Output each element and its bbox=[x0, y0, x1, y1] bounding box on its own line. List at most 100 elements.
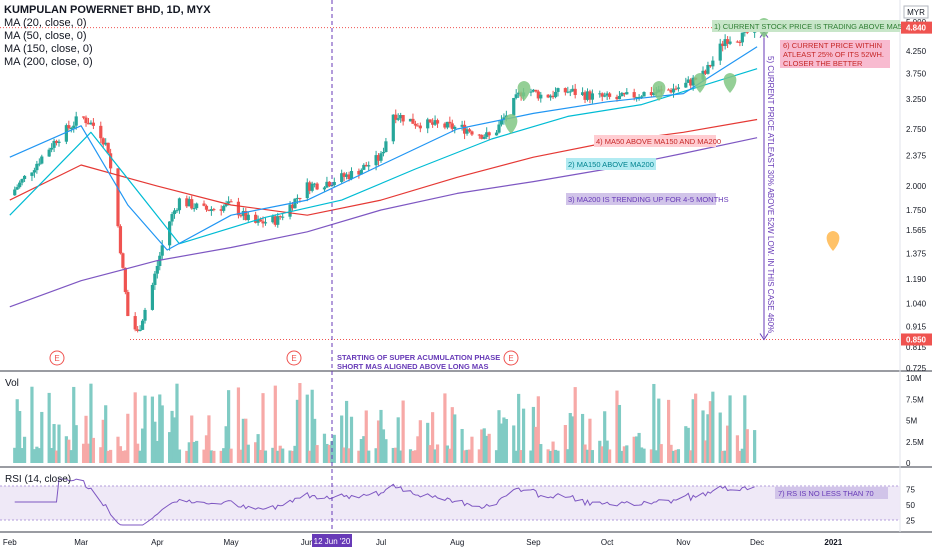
candle bbox=[158, 255, 162, 267]
volume-tick-label: 5M bbox=[906, 417, 917, 426]
volume-bar bbox=[298, 383, 302, 463]
candle bbox=[143, 309, 147, 321]
candle bbox=[684, 82, 688, 88]
volume-bar bbox=[465, 449, 469, 463]
price-tick-label: 3.750 bbox=[906, 69, 927, 78]
candle bbox=[603, 95, 607, 97]
legend-ma150[interactable]: MA (150, close, 0) bbox=[4, 43, 93, 55]
volume-bar bbox=[202, 449, 206, 463]
candle bbox=[322, 187, 327, 190]
candle bbox=[396, 118, 400, 120]
candle bbox=[54, 140, 59, 143]
volume-bar bbox=[657, 398, 661, 463]
candle bbox=[671, 88, 676, 93]
candle bbox=[239, 215, 243, 217]
volume-bar bbox=[512, 425, 516, 463]
candle bbox=[494, 132, 499, 136]
candle bbox=[310, 183, 314, 191]
legend-ma50[interactable]: MA (50, close, 0) bbox=[4, 30, 87, 42]
annotation-3-bg bbox=[566, 193, 716, 205]
volume-bar bbox=[116, 436, 120, 463]
low-price-label: 0.850 bbox=[906, 335, 927, 344]
volume-bar bbox=[185, 450, 189, 463]
volume-bar bbox=[608, 449, 612, 463]
volume-bar bbox=[448, 448, 452, 463]
candle bbox=[47, 149, 51, 157]
rsi-pane-label[interactable]: RSI (14, close) bbox=[5, 474, 72, 485]
candle bbox=[133, 316, 137, 330]
rsi-band bbox=[0, 486, 900, 520]
candle bbox=[529, 91, 533, 93]
candle bbox=[605, 93, 609, 96]
candle bbox=[81, 116, 86, 118]
volume-bar bbox=[313, 418, 317, 463]
annotation-6-line: ATLEAST 25% OF ITS 52WH. bbox=[783, 50, 884, 59]
volume-bar bbox=[37, 448, 41, 463]
candle bbox=[546, 94, 550, 98]
candle bbox=[64, 125, 68, 142]
candle bbox=[367, 165, 371, 167]
rsi-tick-label: 25 bbox=[906, 517, 915, 526]
candle bbox=[566, 91, 570, 93]
candle bbox=[585, 91, 590, 100]
volume-bar bbox=[738, 450, 742, 463]
candle bbox=[281, 216, 285, 218]
volume-tick-label: 7.5M bbox=[906, 395, 924, 404]
candle bbox=[470, 131, 474, 135]
volume-bar bbox=[349, 416, 354, 463]
volume-bar bbox=[649, 449, 653, 463]
time-tick-label: Aug bbox=[450, 538, 464, 547]
volume-bar bbox=[315, 445, 319, 463]
candle bbox=[74, 116, 78, 126]
volume-bar bbox=[462, 450, 467, 463]
volume-bar bbox=[271, 447, 275, 463]
candle bbox=[573, 88, 577, 95]
volume-bar bbox=[278, 445, 282, 463]
volume-bar bbox=[667, 399, 671, 463]
annotation-2-bg bbox=[566, 158, 656, 170]
candle bbox=[349, 170, 354, 180]
candle bbox=[433, 120, 437, 125]
candle bbox=[118, 226, 123, 254]
volume-bar bbox=[477, 449, 481, 463]
volume-bar bbox=[615, 390, 619, 463]
candle bbox=[175, 210, 179, 212]
volume-bar bbox=[204, 435, 209, 463]
volume-bar bbox=[413, 450, 418, 463]
candle bbox=[649, 92, 653, 96]
candle bbox=[69, 128, 73, 130]
candle bbox=[293, 198, 297, 209]
volume-bar bbox=[519, 450, 523, 463]
currency-label: MYR bbox=[907, 8, 925, 17]
volume-bar bbox=[364, 410, 368, 463]
volume-bar bbox=[140, 428, 145, 463]
time-tick-label: May bbox=[223, 538, 238, 547]
volume-bar bbox=[258, 449, 263, 463]
candle bbox=[244, 210, 248, 220]
candle bbox=[290, 204, 295, 209]
candle bbox=[172, 210, 177, 215]
volume-bar bbox=[239, 449, 243, 463]
volume-bar bbox=[531, 406, 536, 463]
candle bbox=[477, 134, 481, 136]
candle bbox=[136, 329, 140, 331]
candle bbox=[116, 168, 120, 227]
volume-bar bbox=[514, 450, 518, 463]
annotation-5: 5) CURRENT PRICE ATLEAST 30% ABOVE 52W L… bbox=[766, 56, 775, 333]
signal-pin bbox=[723, 73, 737, 93]
candle bbox=[708, 64, 712, 67]
volume-bar bbox=[428, 445, 432, 463]
legend-ma20[interactable]: MA (20, close, 0) bbox=[4, 17, 87, 29]
volume-bar bbox=[150, 396, 155, 463]
candle bbox=[278, 216, 282, 218]
price-tick-label: 0.725 bbox=[906, 364, 927, 373]
legend-ma200[interactable]: MA (200, close, 0) bbox=[4, 56, 93, 68]
candle bbox=[514, 94, 518, 98]
candle bbox=[411, 118, 415, 124]
candle bbox=[229, 201, 233, 203]
volume-bar bbox=[209, 450, 213, 463]
volume-bar bbox=[408, 449, 413, 463]
volume-bar bbox=[344, 400, 349, 463]
volume-bar bbox=[172, 417, 177, 463]
